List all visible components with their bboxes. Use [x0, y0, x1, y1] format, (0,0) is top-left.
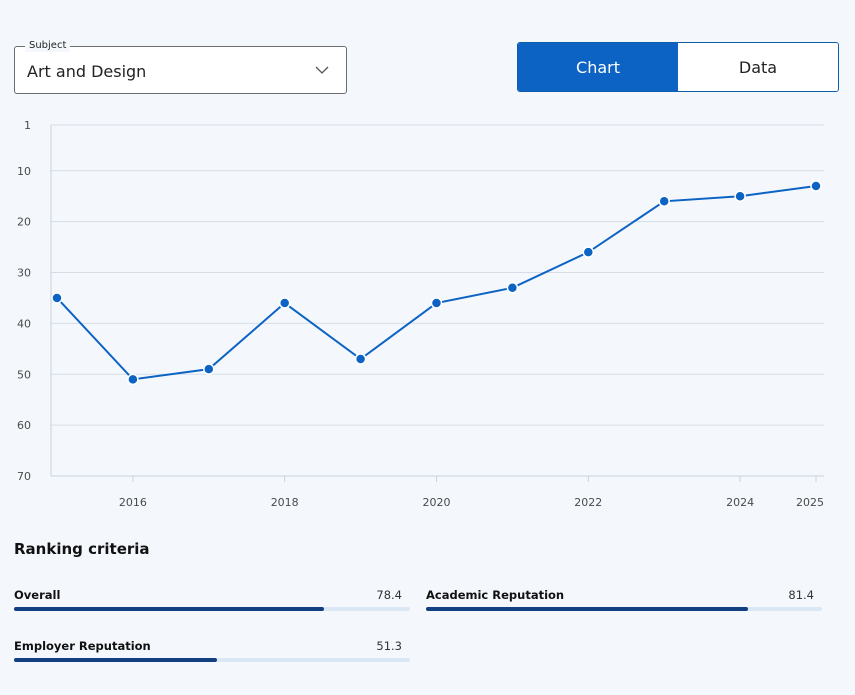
criterion-label: Academic Reputation — [426, 588, 565, 602]
criterion-fill — [14, 658, 218, 662]
series-line — [56, 185, 817, 381]
y-tick-label: 70 — [17, 470, 31, 483]
y-tick-label: 1 — [24, 119, 31, 132]
data-point — [278, 297, 291, 309]
x-tick-label: 2024 — [726, 496, 754, 509]
criterion-track — [14, 607, 410, 611]
data-point — [127, 373, 139, 386]
subject-legend: Subject — [25, 40, 71, 52]
subject-select[interactable]: Subject Art and Design — [14, 40, 347, 94]
x-tick-label: 2016 — [119, 496, 147, 509]
criterion-track — [14, 658, 410, 662]
y-tick-label: 60 — [17, 419, 31, 432]
subject-value: Art and Design — [27, 62, 147, 81]
chevron-down-icon — [315, 66, 329, 74]
chart-view-button[interactable]: Chart — [518, 43, 678, 91]
criterion-fill — [426, 607, 749, 611]
y-tick-label: 50 — [17, 368, 31, 381]
y-tick-label: 30 — [17, 267, 31, 280]
criterion-value: 78.4 — [376, 588, 402, 602]
data-point — [203, 363, 215, 375]
view-toggle: Chart Data — [517, 42, 839, 92]
data-point — [354, 353, 367, 365]
data-view-button[interactable]: Data — [678, 43, 838, 91]
data-point — [506, 282, 519, 294]
data-point — [734, 190, 746, 202]
criterion-value: 51.3 — [376, 639, 402, 653]
x-tick-label: 2022 — [574, 496, 602, 509]
criterion-label: Overall — [14, 588, 61, 602]
data-point — [582, 246, 595, 258]
criterion-track — [426, 607, 822, 611]
criterion-fill — [14, 607, 325, 611]
criterion-employer-reputation: Employer Reputation 51.3 — [14, 639, 410, 669]
data-point — [51, 292, 63, 304]
ranking-criteria-title: Ranking criteria — [14, 540, 150, 558]
criterion-academic-reputation: Academic Reputation 81.4 — [426, 588, 822, 618]
x-tick-label: 2020 — [423, 496, 451, 509]
data-point — [658, 195, 670, 208]
criterion-value: 81.4 — [788, 588, 814, 602]
x-tick-label: 2025 — [796, 496, 824, 509]
criterion-label: Employer Reputation — [14, 639, 151, 653]
criterion-overall: Overall 78.4 — [14, 588, 410, 618]
data-point — [810, 180, 822, 192]
y-tick-label: 10 — [17, 165, 31, 178]
y-tick-label: 40 — [17, 317, 31, 330]
data-point — [430, 297, 443, 309]
x-tick-label: 2018 — [271, 496, 299, 509]
y-tick-label: 20 — [17, 216, 31, 229]
ranking-line-chart: 1 10 20 30 40 50 60 70 2016 2018 2020 2022 2024 2025 — [17, 119, 824, 509]
